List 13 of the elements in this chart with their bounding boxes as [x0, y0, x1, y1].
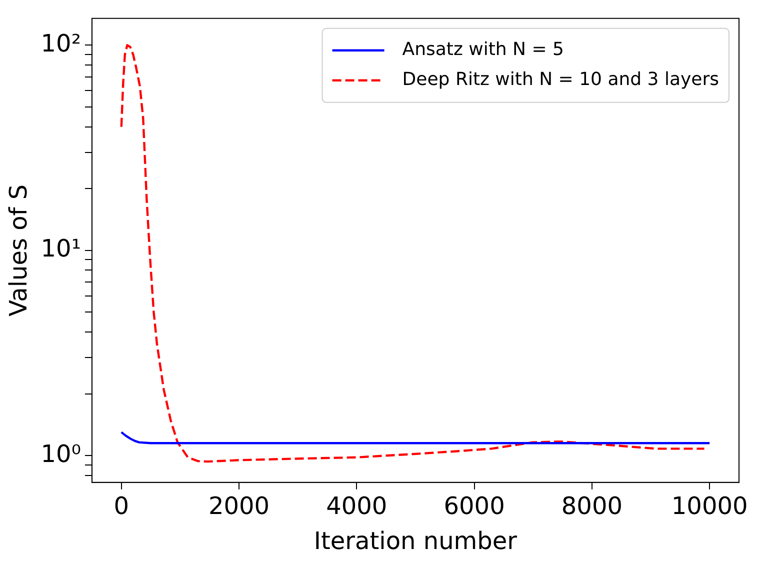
x-tick-label: 0 — [114, 492, 130, 520]
x-tick-label: 4000 — [326, 492, 388, 520]
legend-label: Ansatz with N = 5 — [402, 39, 564, 60]
x-axis-title: Iteration number — [314, 526, 518, 555]
x-tick-label: 8000 — [561, 492, 622, 520]
y-tick-label: 10⁰ — [40, 440, 81, 468]
x-tick-label: 10000 — [671, 492, 748, 520]
x-tick-label: 2000 — [208, 492, 270, 520]
y-tick-label: 10² — [40, 29, 81, 58]
y-axis-title: Values of S — [4, 184, 33, 316]
legend-label: Deep Ritz with N = 10 and 3 layers — [402, 69, 720, 90]
x-tick-label: 6000 — [444, 492, 505, 520]
y-tick-label: 10¹ — [40, 234, 81, 263]
